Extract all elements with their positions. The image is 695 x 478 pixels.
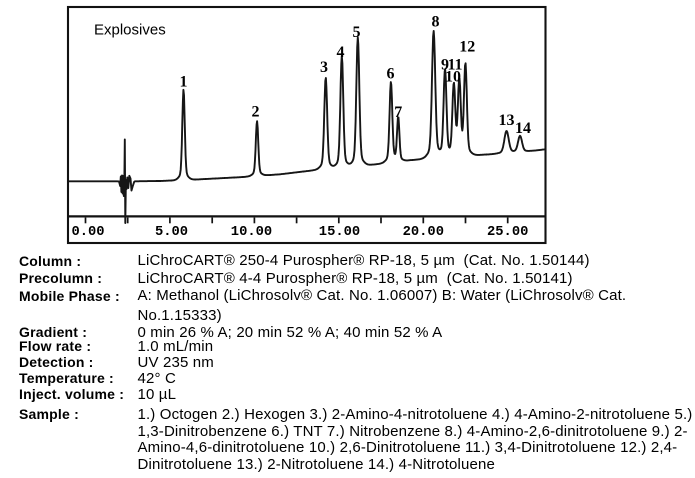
svg-text:8: 8 [432,14,440,31]
svg-text:11: 11 [447,57,462,74]
svg-text:Explosives: Explosives [94,22,166,39]
svg-text:2: 2 [252,104,260,121]
svg-text:14: 14 [515,120,531,137]
svg-text:5.00: 5.00 [155,225,188,240]
svg-text:6: 6 [387,66,395,83]
svg-text:9: 9 [441,57,449,74]
svg-text:0.00: 0.00 [71,225,104,240]
svg-text:5: 5 [353,24,361,41]
svg-text:10: 10 [445,69,461,86]
svg-text:10.00: 10.00 [231,225,272,240]
svg-text:1: 1 [180,74,188,91]
svg-text:12: 12 [459,39,475,56]
svg-text:15.00: 15.00 [319,225,360,240]
svg-text:13: 13 [499,112,515,129]
svg-text:7: 7 [394,104,402,121]
svg-text:3: 3 [320,59,328,76]
svg-text:25.00: 25.00 [487,225,528,240]
svg-text:20.00: 20.00 [403,225,444,240]
svg-text:4: 4 [337,44,345,61]
